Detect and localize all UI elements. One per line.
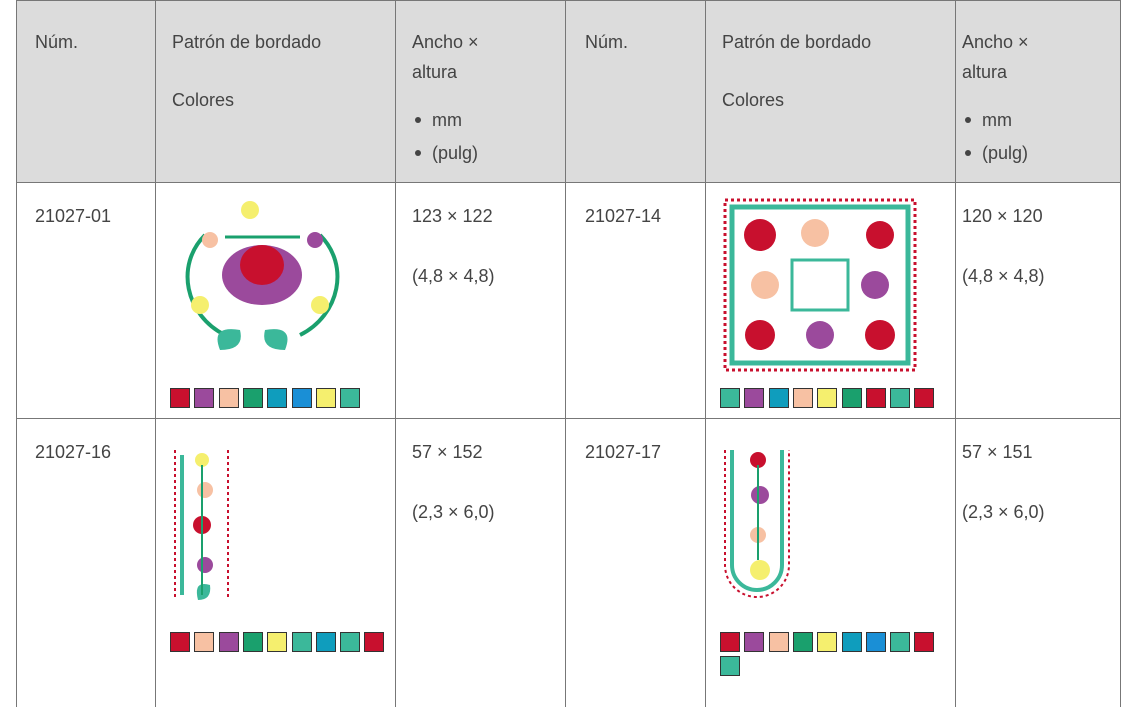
embroidery-image: [723, 198, 917, 372]
color-swatch: [242, 388, 263, 408]
header-pattern: Patrón de bordado: [722, 32, 872, 52]
size-in: (2,3 × 6,0): [412, 502, 495, 522]
pattern-number: 21027-14: [585, 206, 662, 226]
bullet: [415, 150, 421, 156]
header-size: altura: [412, 62, 458, 82]
color-swatch: [841, 388, 862, 408]
color-swatch: [890, 632, 911, 652]
header-unit: (pulg): [432, 143, 479, 163]
column-border: [565, 0, 566, 707]
row-border: [16, 418, 1121, 419]
pattern-number: 21027-16: [35, 442, 112, 462]
column-border: [955, 0, 956, 707]
color-swatch: [194, 388, 215, 408]
pattern-number: 21027-17: [585, 442, 662, 462]
color-swatch: [865, 388, 886, 408]
color-swatch: [841, 632, 862, 652]
color-swatch: [170, 632, 190, 652]
size-in: (2,3 × 6,0): [962, 502, 1045, 522]
color-swatch: [218, 388, 239, 408]
header-background: [16, 0, 1120, 182]
bullet: [415, 117, 421, 123]
color-swatch: [817, 388, 838, 408]
color-swatch: [340, 632, 361, 652]
color-swatch: [744, 388, 765, 408]
color-swatch: [218, 632, 239, 652]
color-swatch: [291, 388, 312, 408]
bullet: [965, 150, 971, 156]
size-in: (4,8 × 4,8): [962, 266, 1045, 286]
embroidery-image: [174, 450, 229, 600]
color-swatch: [315, 388, 336, 408]
color-swatch: [315, 632, 336, 652]
header-size: Ancho ×: [962, 32, 1029, 52]
color-swatch: [720, 388, 740, 408]
size-mm: 57 × 151: [962, 442, 1033, 462]
column-border: [1120, 0, 1121, 707]
color-swatch: [242, 632, 263, 652]
header-num: Núm.: [35, 32, 79, 52]
header-unit: mm: [432, 110, 462, 130]
size-mm: 123 × 122: [412, 206, 493, 226]
column-border: [395, 0, 396, 707]
color-swatch: [817, 632, 838, 652]
column-border: [155, 0, 156, 707]
header-unit: mm: [982, 110, 1012, 130]
color-swatch: [267, 388, 288, 408]
embroidery-image: [185, 201, 340, 350]
color-swatch: [720, 632, 740, 652]
header-size: altura: [962, 62, 1008, 82]
color-swatch: [364, 632, 385, 652]
color-swatch: [890, 388, 911, 408]
embroidery-image: [724, 450, 790, 598]
color-swatch: [720, 656, 740, 676]
header-size: Ancho ×: [412, 32, 479, 52]
color-swatch: [914, 388, 935, 408]
size-mm: 120 × 120: [962, 206, 1043, 226]
size-mm: 57 × 152: [412, 442, 483, 462]
header-pattern: Patrón de bordado: [172, 32, 322, 52]
row-border: [16, 0, 1121, 1]
column-border: [16, 0, 17, 707]
header-colors: Colores: [172, 90, 235, 110]
color-swatch: [914, 632, 935, 652]
color-swatch: [768, 388, 789, 408]
color-swatch: [792, 632, 813, 652]
color-swatch: [194, 632, 215, 652]
header-num: Núm.: [585, 32, 629, 52]
color-swatch: [768, 632, 789, 652]
color-swatch: [267, 632, 288, 652]
color-swatch: [865, 632, 886, 652]
color-swatch: [792, 388, 813, 408]
color-swatch: [340, 388, 361, 408]
color-swatch: [170, 388, 190, 408]
column-border: [705, 0, 706, 707]
size-in: (4,8 × 4,8): [412, 266, 495, 286]
color-swatch: [744, 632, 765, 652]
color-swatch: [291, 632, 312, 652]
row-border: [16, 182, 1121, 183]
header-unit: (pulg): [982, 143, 1029, 163]
pattern-number: 21027-01: [35, 206, 112, 226]
bullet: [965, 117, 971, 123]
header-colors: Colores: [722, 90, 785, 110]
